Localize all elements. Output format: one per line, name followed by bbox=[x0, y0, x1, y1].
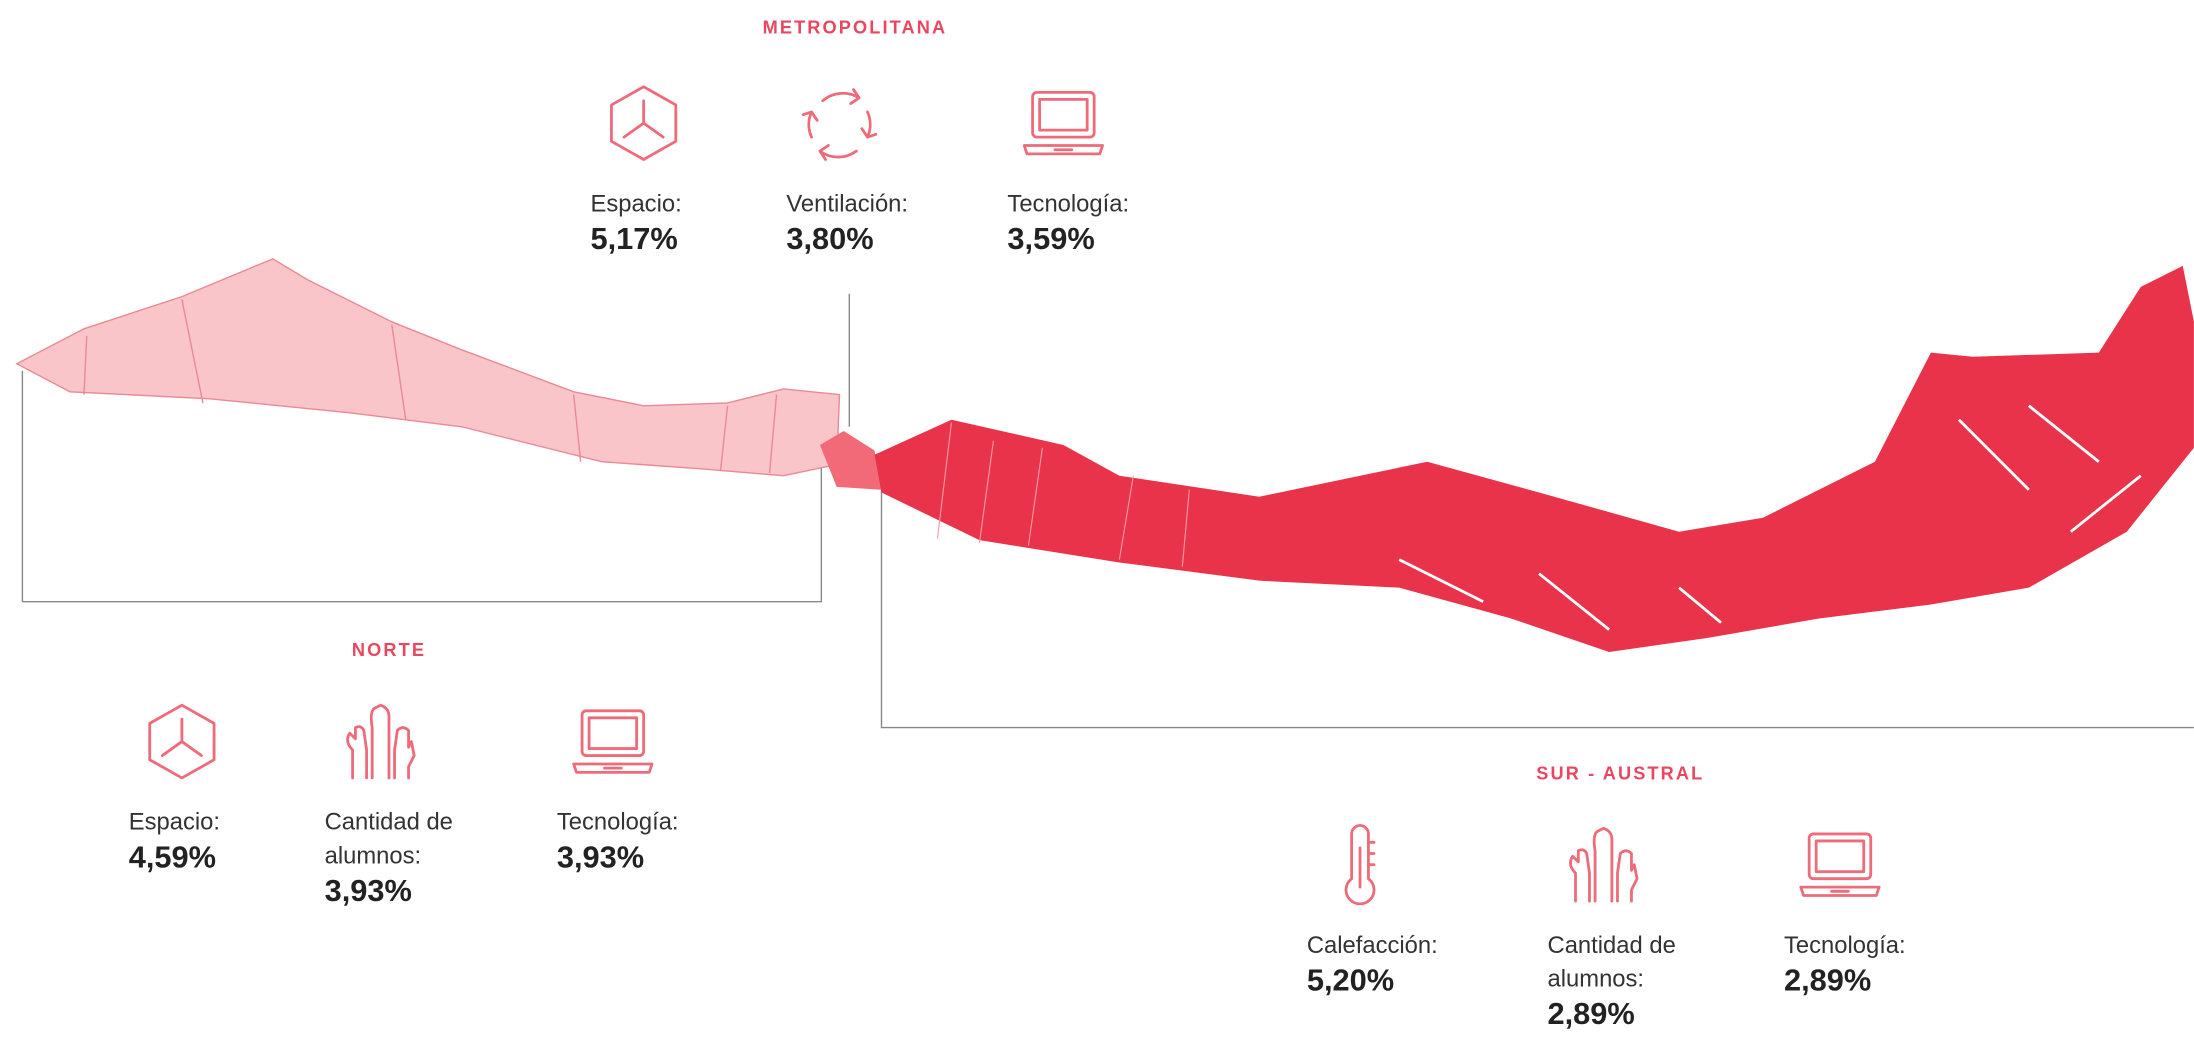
region-borders-norte bbox=[83, 299, 778, 473]
coastline-cuts bbox=[1398, 404, 2142, 631]
stat-value: 3,93% bbox=[324, 873, 412, 909]
stat-value: 5,20% bbox=[1306, 962, 1395, 998]
stat-label: Ventilación: bbox=[786, 190, 909, 217]
stat-item: Cantidad de alumnos: 3,93% bbox=[325, 700, 507, 910]
icon-ventilacion bbox=[801, 88, 878, 161]
icon-calefaccion bbox=[1344, 824, 1376, 906]
icon-tecnologia bbox=[572, 709, 654, 774]
stat-label: Tecnología: bbox=[1783, 931, 1906, 959]
stat-label: Calefacción: bbox=[1306, 931, 1438, 959]
stat-item: Espacio: 5,17% bbox=[590, 81, 772, 257]
stat-value: 2,89% bbox=[1783, 962, 1872, 998]
stat-label: Tecnología: bbox=[556, 808, 679, 836]
stat-label: Cantidad de alumnos: bbox=[1547, 931, 1676, 993]
icon-espacio bbox=[610, 85, 678, 161]
icon-tecnologia bbox=[1799, 832, 1881, 897]
stat-label: Espacio: bbox=[590, 190, 682, 217]
stat-value: 3,93% bbox=[556, 839, 645, 875]
region-borders-sur bbox=[936, 422, 1190, 567]
stat-item: Tecnología: 3,93% bbox=[557, 700, 739, 876]
stat-label: Tecnología: bbox=[1007, 190, 1130, 217]
stat-item: Ventilación: 3,80% bbox=[786, 81, 968, 257]
stat-item: Tecnología: 3,59% bbox=[1007, 81, 1189, 257]
icon-alumnos bbox=[346, 703, 416, 780]
stat-item: Cantidad de alumnos: 2,89% bbox=[1548, 823, 1730, 1033]
stat-value: 2,89% bbox=[1547, 996, 1635, 1032]
stat-label: Cantidad de alumnos: bbox=[324, 808, 453, 869]
stat-item: Espacio: 4,59% bbox=[129, 700, 311, 876]
region-metropolitana bbox=[819, 430, 882, 490]
region-title: NORTE bbox=[351, 639, 427, 661]
stat-value: 3,59% bbox=[1007, 221, 1095, 257]
connector-lines bbox=[21, 293, 2194, 729]
icon-tecnologia bbox=[1022, 90, 1104, 156]
region-norte bbox=[15, 258, 841, 477]
stat-item: Calefacción: 5,20% bbox=[1307, 823, 1489, 999]
region-title: METROPOLITANA bbox=[762, 16, 948, 38]
region-title: SUR - AUSTRAL bbox=[1536, 762, 1705, 784]
stat-value: 4,59% bbox=[128, 839, 217, 875]
stat-value: 5,17% bbox=[590, 221, 678, 257]
stat-value: 3,80% bbox=[786, 221, 874, 257]
region-sur-austral bbox=[874, 265, 2194, 653]
icon-espacio bbox=[148, 703, 216, 780]
icon-alumnos bbox=[1569, 826, 1639, 903]
stat-item: Tecnología: 2,89% bbox=[1784, 823, 1966, 999]
stat-label: Espacio: bbox=[128, 808, 220, 836]
